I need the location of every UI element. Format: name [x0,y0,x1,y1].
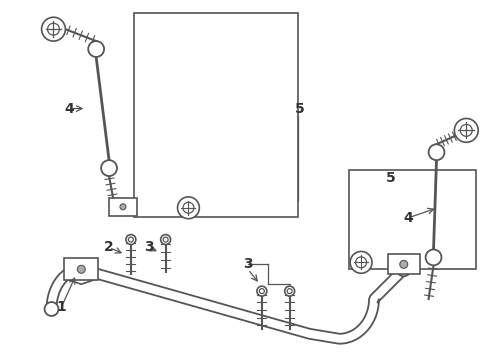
Text: 1: 1 [56,300,66,314]
Circle shape [88,41,104,57]
Circle shape [350,251,372,273]
Circle shape [454,118,478,142]
Text: 5: 5 [386,171,396,185]
Circle shape [429,144,444,160]
Circle shape [101,160,117,176]
Text: 3: 3 [243,257,253,271]
Circle shape [120,204,126,210]
Polygon shape [66,261,96,284]
Circle shape [285,286,294,296]
Circle shape [161,235,171,244]
Circle shape [177,197,199,219]
Text: 4: 4 [404,211,414,225]
Circle shape [397,262,411,276]
Text: 5: 5 [294,102,304,116]
Bar [134,13,297,217]
Bar [109,198,137,216]
Text: 3: 3 [144,240,153,255]
Circle shape [257,286,267,296]
Circle shape [77,265,85,273]
Circle shape [426,249,441,265]
Circle shape [42,17,65,41]
Circle shape [126,235,136,244]
Bar [64,258,98,280]
Circle shape [45,302,58,316]
Bar [388,255,419,274]
Text: 2: 2 [104,240,114,255]
Circle shape [400,260,408,268]
Bar [349,170,476,269]
Text: 4: 4 [65,102,74,116]
